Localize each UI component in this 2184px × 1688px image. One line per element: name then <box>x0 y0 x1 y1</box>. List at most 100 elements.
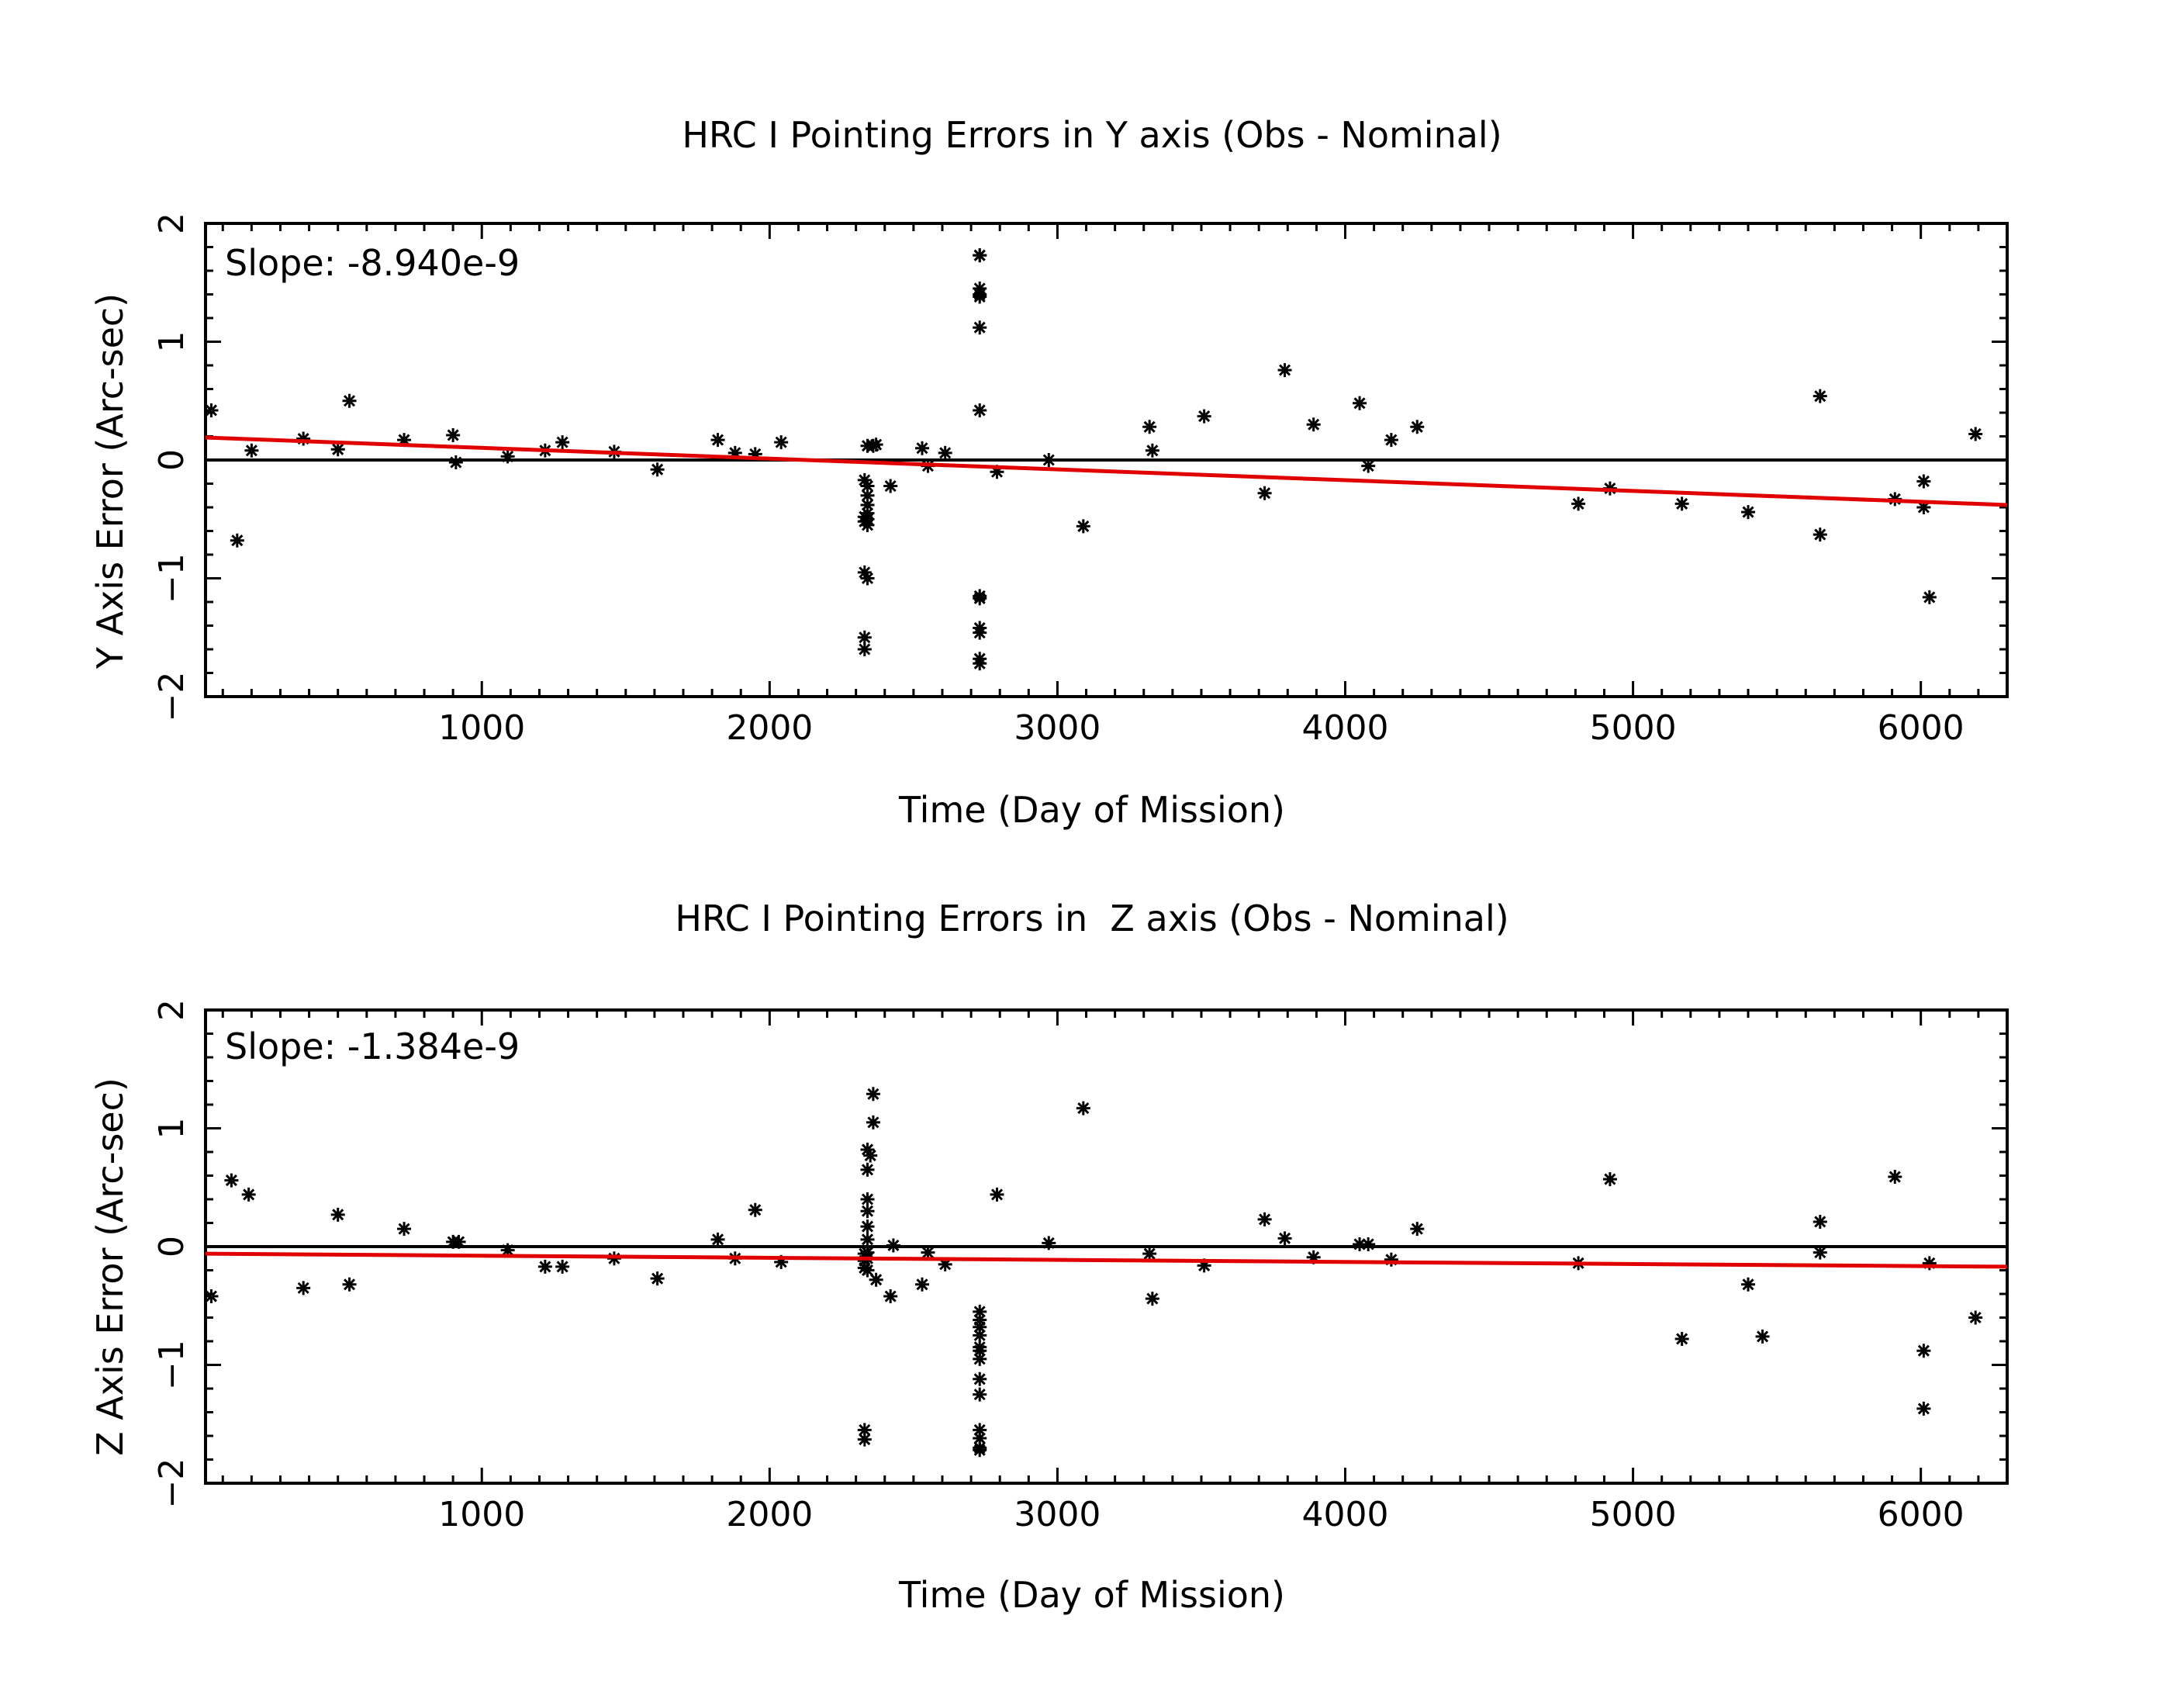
data-point <box>860 479 875 493</box>
data-point <box>1384 1252 1398 1267</box>
data-point <box>1571 496 1586 511</box>
data-point <box>1042 453 1056 467</box>
data-point <box>1741 1277 1756 1292</box>
data-point <box>1257 486 1272 500</box>
data-point <box>860 571 875 586</box>
data-point <box>1076 1101 1090 1116</box>
data-point <box>296 431 311 446</box>
data-point <box>973 625 987 640</box>
data-point <box>555 435 570 450</box>
data-point <box>915 441 929 455</box>
plot-area-y: 1000 2000 3000 4000 5000 6000 −2 −1 0 1 2 <box>152 213 2009 748</box>
data-point <box>774 1254 789 1269</box>
chart-title-z: HRC I Pointing Errors in Z axis (Obs - N… <box>675 898 1508 939</box>
data-point <box>710 1232 725 1247</box>
data-point <box>860 1232 875 1247</box>
data-point <box>857 630 872 645</box>
data-point <box>860 1263 875 1278</box>
fit-line <box>205 435 2008 507</box>
y-tick-label: 1 <box>152 331 192 353</box>
data-point <box>1410 420 1425 434</box>
plot-area-z: 1000 2000 3000 4000 5000 6000 −2 −1 0 1 2 <box>152 999 2009 1534</box>
x-tick-label: 6000 <box>1878 1495 1965 1534</box>
data-point <box>330 442 345 457</box>
x-tick-label: 5000 <box>1590 1495 1677 1534</box>
y-tick-label: 2 <box>152 213 192 234</box>
data-point <box>1602 1172 1617 1187</box>
x-tick-label: 6000 <box>1878 708 1965 748</box>
data-point <box>204 403 219 417</box>
data-point <box>857 1247 872 1261</box>
data-point <box>1076 519 1090 534</box>
data-point <box>973 403 987 417</box>
data-point <box>204 1289 219 1304</box>
data-point <box>1755 1329 1770 1344</box>
data-point <box>397 433 412 448</box>
data-point <box>1306 1250 1321 1264</box>
data-point <box>973 1387 987 1402</box>
y-tick-label: 0 <box>152 449 192 471</box>
data-point <box>1968 1310 1983 1325</box>
data-point <box>1813 389 1827 403</box>
data-point <box>973 248 987 263</box>
data-point <box>710 433 725 448</box>
data-point <box>857 642 872 656</box>
data-point <box>1916 500 1931 514</box>
data-point <box>1916 1344 1931 1358</box>
data-point <box>1277 363 1292 378</box>
data-point <box>860 1142 875 1157</box>
data-point <box>1888 1170 1902 1185</box>
data-point <box>973 1344 987 1358</box>
data-point <box>1813 528 1827 542</box>
x-axis-label-y-chart: Time (Day of Mission) <box>898 789 1285 831</box>
data-point <box>860 497 875 512</box>
x-tick-label: 2000 <box>726 1495 813 1534</box>
data-point <box>500 449 515 464</box>
data-point <box>1674 1331 1689 1346</box>
data-point <box>866 438 880 453</box>
x-tick-label: 3000 <box>1014 708 1101 748</box>
data-point <box>973 1431 987 1446</box>
y-tick-label: −2 <box>152 1458 192 1509</box>
data-point <box>555 1259 570 1274</box>
y-tick-label: −2 <box>152 672 192 722</box>
data-point <box>244 443 259 458</box>
data-point <box>857 1432 872 1447</box>
x-tick-label: 4000 <box>1302 1495 1389 1534</box>
chart-title-y: HRC I Pointing Errors in Y axis (Obs - N… <box>682 114 1502 156</box>
data-point <box>990 1187 1004 1202</box>
data-point <box>866 1115 880 1129</box>
data-point <box>921 1245 935 1260</box>
data-point <box>857 1423 872 1437</box>
y-tick-label: 2 <box>152 999 192 1021</box>
data-point <box>650 462 665 477</box>
data-point <box>1142 1247 1157 1261</box>
data-point <box>1361 458 1376 473</box>
data-point <box>1277 1231 1292 1246</box>
data-point <box>296 1281 311 1295</box>
data-point <box>1922 590 1937 604</box>
data-point <box>857 472 872 487</box>
data-point <box>1197 409 1211 424</box>
data-point <box>451 1234 466 1249</box>
x-tick-label: 5000 <box>1590 708 1677 748</box>
data-point <box>342 1277 357 1292</box>
data-point <box>860 1192 875 1206</box>
data-point <box>869 1272 883 1287</box>
data-point <box>537 1259 552 1274</box>
x-tick-label: 1000 <box>438 708 525 748</box>
slope-label-y: Slope: -8.940e-9 <box>225 242 520 284</box>
data-point <box>869 438 883 452</box>
data-point <box>650 1271 665 1286</box>
x-tick-label: 2000 <box>726 708 813 748</box>
data-point <box>500 1243 515 1257</box>
data-point <box>748 447 762 462</box>
data-point <box>230 533 244 548</box>
x-axis-label-z-chart: Time (Day of Mission) <box>898 1574 1285 1616</box>
data-point <box>883 479 898 493</box>
data-point <box>973 656 987 671</box>
data-point <box>727 445 742 460</box>
y-tick-label: −1 <box>152 1340 192 1390</box>
data-point <box>973 1372 987 1386</box>
data-point <box>448 455 463 470</box>
